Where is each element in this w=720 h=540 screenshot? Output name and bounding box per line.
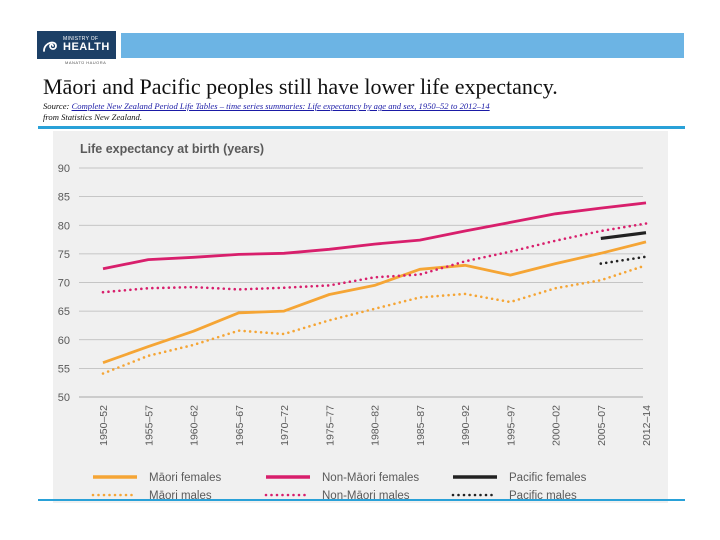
series-line-pacific_m [599,255,648,265]
life-expectancy-chart: Life expectancy at birth (years) 50 55 60 6… [58,142,653,502]
x-tick-label: 1955–57 [143,405,155,446]
series-line-pacific_f [600,231,647,240]
x-tick-label: 1965–67 [234,405,246,446]
legend-label-nonmaori_f: Non-Māori females [322,472,419,484]
x-tick-label: 1950–52 [98,405,110,446]
slide-title: Māori and Pacific peoples still have low… [43,74,558,99]
legend-label-maori_f: Māori females [149,472,221,484]
ministry-logo: MINISTRY OF HEALTH [37,31,116,59]
header-bar [121,33,684,58]
source-suffix: from Statistics New Zealand. [43,112,142,122]
legend-label-pacific_f: Pacific females [509,472,587,484]
series-line-nonmaori_f [102,201,647,271]
y-tick-label: 65 [58,306,70,318]
source-link[interactable]: Complete New Zealand Period Life Tables … [71,101,490,111]
chart-title: Life expectancy at birth (years) [80,142,264,156]
x-tick-label: 1990–92 [460,405,472,446]
logo-line1: MINISTRY OF [63,36,99,42]
x-tick-label: 2000–02 [551,405,563,446]
axes: 50 55 60 65 70 75 80 85 90 1950–52 1955–57 1960–62 1… [58,163,653,446]
source-note: Source: Complete New Zealand Period Life… [43,101,503,123]
logo-subtitle: MANATŪ HAUORA [65,60,107,65]
x-tick-label: 1985–87 [415,405,427,446]
koru-logo-icon [37,31,63,59]
y-tick-label: 75 [58,249,70,261]
top-divider [38,126,685,129]
series [101,201,648,375]
x-tick-label: 1960–62 [189,405,201,446]
y-tick-label: 85 [58,192,70,204]
x-tick-label: 2005–07 [596,405,608,446]
y-tick-label: 90 [58,163,70,175]
logo-text: MINISTRY OF HEALTH [63,37,110,53]
x-tick-label: 1975–77 [324,405,336,446]
y-tick-label: 70 [58,278,70,290]
y-tick-label: 55 [58,363,70,375]
bottom-divider [38,499,685,501]
gridlines [79,167,643,398]
series-line-maori_m [101,264,648,375]
y-tick-label: 80 [58,220,70,232]
y-tick-label: 50 [58,392,70,404]
x-tick-label: 1980–82 [370,405,382,446]
logo-line2: HEALTH [63,41,110,53]
x-tick-label: 1970–72 [279,405,291,446]
series-line-maori_f [102,240,647,365]
chart-panel: Life expectancy at birth (years) 50 55 60 6… [53,131,668,503]
x-tick-label: 2012–14 [641,405,653,446]
y-tick-label: 60 [58,335,70,347]
source-prefix: Source: [43,101,72,111]
x-tick-label: 1995–97 [505,405,517,446]
